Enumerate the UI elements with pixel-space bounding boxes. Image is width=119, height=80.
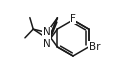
Text: Br: Br — [89, 42, 100, 52]
Text: N: N — [43, 39, 51, 49]
Text: N: N — [43, 27, 51, 37]
Text: F: F — [70, 14, 76, 24]
